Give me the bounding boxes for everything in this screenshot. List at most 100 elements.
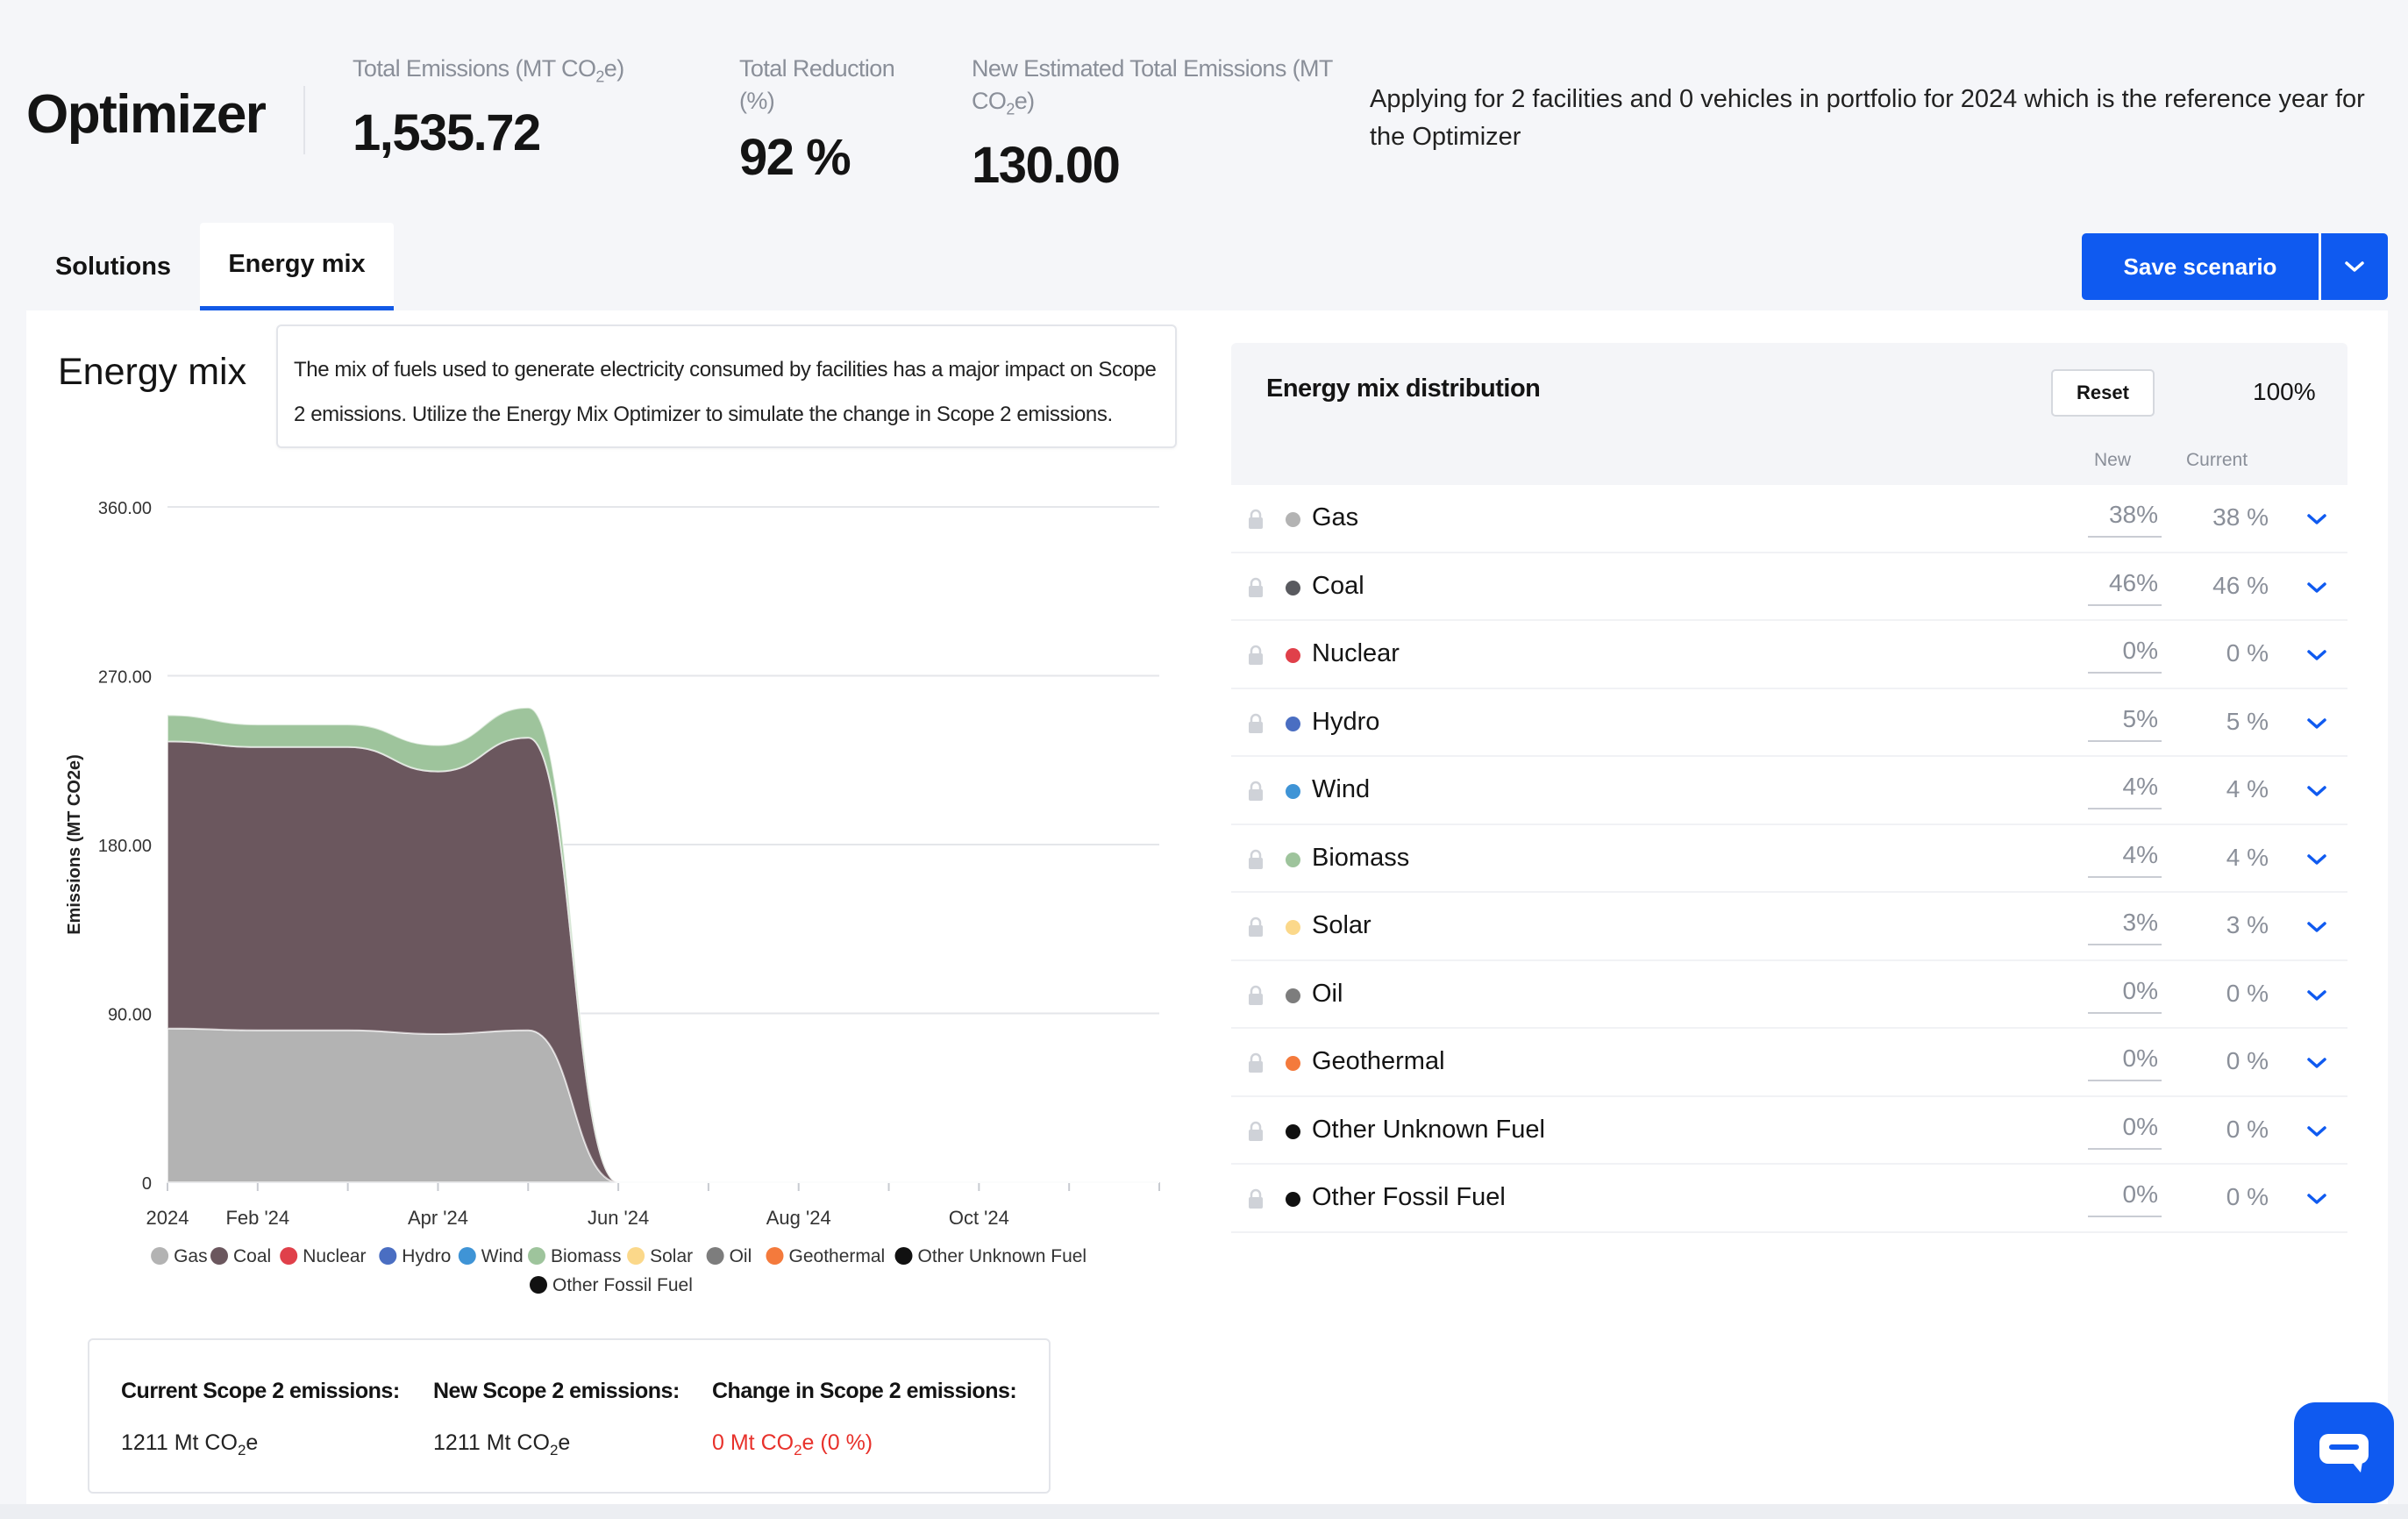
stat-value: 1,535.72 <box>353 104 541 162</box>
save-scenario-button[interactable]: Save scenario <box>2082 233 2319 300</box>
lock-icon[interactable] <box>1247 1052 1265 1073</box>
lock-icon[interactable] <box>1247 713 1265 734</box>
fuel-color-dot <box>1286 1192 1300 1207</box>
save-options-dropdown[interactable] <box>2321 233 2388 300</box>
legend-label: Hydro <box>402 1246 451 1266</box>
chevron-down-icon[interactable] <box>2305 645 2328 665</box>
legend-swatch <box>280 1247 298 1265</box>
distribution-row: Solar 3% 3 % <box>1231 893 2347 961</box>
legend-item[interactable]: Coal <box>210 1246 271 1266</box>
chevron-down-icon[interactable] <box>2305 1122 2328 1141</box>
legend-swatch <box>458 1247 476 1265</box>
stat-value: 92 % <box>739 129 851 186</box>
legend-swatch <box>706 1247 724 1265</box>
lock-icon[interactable] <box>1247 509 1265 530</box>
distribution-row: Other Fossil Fuel 0% 0 % <box>1231 1165 2347 1233</box>
x-tick-label: Jun '24 <box>588 1207 649 1229</box>
legend-item[interactable]: Geothermal <box>766 1246 886 1266</box>
legend-item[interactable]: Wind <box>458 1246 524 1266</box>
fuel-name: Biomass <box>1312 843 1410 872</box>
legend-item[interactable]: Oil <box>706 1246 752 1266</box>
header-description: Applying for 2 facilities and 0 vehicles… <box>1370 85 2365 151</box>
y-tick-label: 360.00 <box>98 499 152 518</box>
lock-icon[interactable] <box>1247 849 1265 870</box>
fuel-new-percent-input[interactable]: 0% <box>2088 1045 2162 1081</box>
fuel-new-percent-input[interactable]: 38% <box>2088 501 2162 538</box>
column-header-new: New <box>2094 450 2132 470</box>
energy-mix-title: Energy mix <box>58 351 247 393</box>
lock-icon[interactable] <box>1247 916 1265 938</box>
lock-icon[interactable] <box>1247 1121 1265 1142</box>
scope-current-label: Current Scope 2 emissions: <box>121 1379 400 1403</box>
scope-new-label: New Scope 2 emissions: <box>433 1379 680 1403</box>
chevron-down-icon[interactable] <box>2305 510 2328 529</box>
distribution-row: Coal 46% 46 % <box>1231 553 2347 621</box>
legend-swatch <box>894 1247 913 1265</box>
legend-label: Wind <box>481 1246 524 1266</box>
chevron-down-icon[interactable] <box>2305 578 2328 597</box>
lock-icon[interactable] <box>1247 577 1265 598</box>
lock-icon[interactable] <box>1247 985 1265 1006</box>
legend-label: Other Fossil Fuel <box>552 1275 693 1295</box>
fuel-new-percent-input[interactable]: 5% <box>2088 705 2162 742</box>
y-tick-label: 270.00 <box>98 668 152 688</box>
fuel-new-percent-input[interactable]: 0% <box>2088 637 2162 674</box>
distribution-row: Wind 4% 4 % <box>1231 757 2347 825</box>
fuel-color-dot <box>1286 920 1300 935</box>
chevron-down-icon[interactable] <box>2305 850 2328 869</box>
chevron-down-icon[interactable] <box>2305 917 2328 937</box>
lock-icon[interactable] <box>1247 1188 1265 1209</box>
scope-change-label: Change in Scope 2 emissions: <box>712 1379 1017 1403</box>
fuel-name: Geothermal <box>1312 1047 1445 1075</box>
legend-item[interactable]: Other Fossil Fuel <box>530 1275 693 1295</box>
fuel-new-percent-input[interactable]: 0% <box>2088 1180 2162 1217</box>
fuel-new-percent-input[interactable]: 0% <box>2088 1113 2162 1150</box>
fuel-current-percent: 38 % <box>2212 503 2269 531</box>
y-tick-label: 180.00 <box>98 837 152 856</box>
y-tick-label: 90.00 <box>108 1006 152 1025</box>
legend-item[interactable]: Other Unknown Fuel <box>894 1246 1087 1266</box>
x-tick-label: Aug '24 <box>766 1207 831 1229</box>
x-tick-label: Apr '24 <box>408 1207 468 1229</box>
stat-total-reduction: Total Reduction (%) 92 % <box>739 53 932 187</box>
scope-change-value: 0 Mt CO2e (0 %) <box>712 1430 873 1458</box>
chevron-down-icon[interactable] <box>2305 781 2328 801</box>
fuel-new-percent-input[interactable]: 4% <box>2088 841 2162 878</box>
legend-swatch <box>627 1247 645 1265</box>
legend-item[interactable]: Solar <box>627 1246 693 1266</box>
fuel-color-dot <box>1286 784 1300 799</box>
tab-solutions[interactable]: Solutions <box>54 252 172 281</box>
fuel-current-percent: 0 % <box>2226 1047 2269 1074</box>
fuel-new-percent-input[interactable]: 4% <box>2088 773 2162 809</box>
legend-swatch <box>379 1247 397 1265</box>
distribution-row: Nuclear 0% 0 % <box>1231 621 2347 689</box>
legend-label: Other Unknown Fuel <box>918 1246 1087 1266</box>
fuel-new-percent-input[interactable]: 3% <box>2088 909 2162 945</box>
lock-icon[interactable] <box>1247 781 1265 802</box>
stat-total-emissions: Total Emissions (MT CO2e) 1,535.72 <box>353 53 668 162</box>
legend-item[interactable]: Biomass <box>528 1246 622 1266</box>
chat-button[interactable] <box>2294 1402 2394 1503</box>
chevron-down-icon[interactable] <box>2305 714 2328 733</box>
chevron-down-icon[interactable] <box>2305 1053 2328 1073</box>
tab-energy-mix[interactable]: Energy mix <box>200 223 394 310</box>
distribution-rows: Gas 38% 38 % Coal 46% 46 % Nuclear 0% 0 % Hydro 5%… <box>1231 485 2347 1233</box>
legend-label: Solar <box>650 1246 693 1266</box>
chevron-down-icon[interactable] <box>2305 986 2328 1005</box>
fuel-new-percent-input[interactable]: 46% <box>2088 569 2162 606</box>
chevron-down-icon[interactable] <box>2305 1189 2328 1209</box>
fuel-color-dot <box>1286 852 1300 867</box>
scope-change: Change in Scope 2 emissions: 0 Mt CO2e (… <box>712 1379 1017 1459</box>
lock-icon[interactable] <box>1247 645 1265 666</box>
chevron-down-icon <box>2345 261 2364 272</box>
page-title: Optimizer <box>26 84 267 145</box>
reset-button[interactable]: Reset <box>2051 369 2155 417</box>
legend-item[interactable]: Hydro <box>379 1246 451 1266</box>
legend-item[interactable]: Nuclear <box>280 1246 367 1266</box>
fuel-new-percent-input[interactable]: 0% <box>2088 977 2162 1014</box>
scope-current-value: 1211 Mt CO2e <box>121 1430 259 1458</box>
legend-item[interactable]: Gas <box>151 1246 208 1266</box>
legend-swatch <box>530 1276 547 1294</box>
legend-label: Oil <box>730 1246 752 1266</box>
fuel-current-percent: 46 % <box>2212 571 2269 599</box>
